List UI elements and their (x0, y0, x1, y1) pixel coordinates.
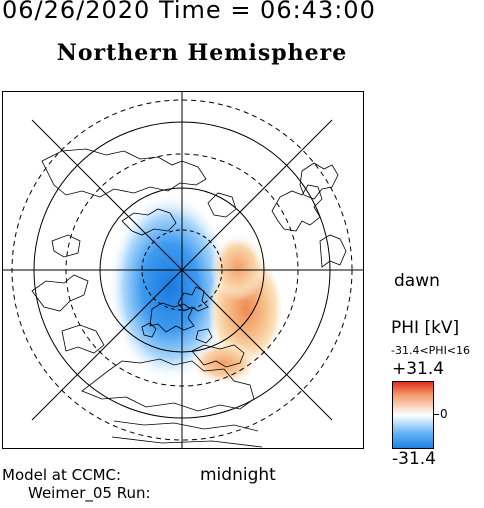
positive-potential-cell-lower (190, 341, 258, 385)
colorbar (392, 381, 434, 449)
date-time-title: 06/26/2020 Time = 06:43:00 (2, 0, 376, 24)
hemisphere-title: Northern Hemisphere (56, 40, 348, 66)
colorbar-zero-tick (434, 414, 439, 415)
colorbar-min-label: -31.4 (392, 449, 436, 469)
colorbar-range: -31.4<PHI<16 (391, 344, 471, 357)
polar-potential-map (2, 91, 364, 449)
run-label: Weimer_05 Run: (28, 484, 151, 502)
model-label: Model at CCMC: (2, 466, 122, 484)
negative-potential-cell (108, 192, 232, 382)
positive-potential-cell-upper (210, 233, 266, 301)
midnight-label: midnight (200, 465, 276, 485)
dawn-label: dawn (394, 271, 440, 291)
colorbar-title: PHI [kV] (391, 318, 460, 338)
colorbar-zero-label: 0 (440, 407, 448, 421)
colorbar-max-label: +31.4 (392, 359, 445, 379)
